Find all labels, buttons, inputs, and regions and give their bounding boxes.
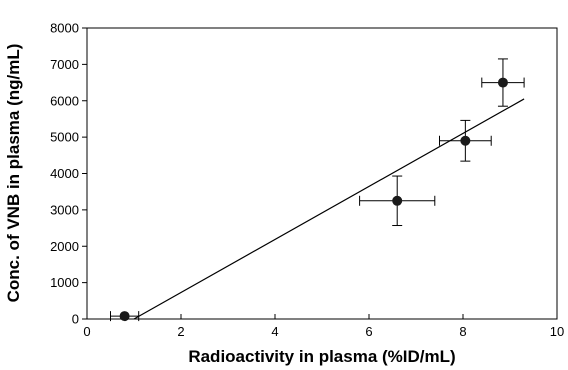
y-axis: 0 1000 2000 3000 4000 5000 6000 7000 8000 [50,21,87,327]
y-tick-label: 3000 [50,202,79,217]
data-point [110,311,140,322]
y-tick-label: 1000 [50,275,79,290]
plot-area-frame [86,27,558,320]
x-tick-label: 8 [459,324,466,339]
regression-line-group [133,98,525,320]
x-axis-title: Radioactivity in plasma (%ID/mL) [188,347,455,366]
point-marker [119,311,130,322]
y-tick-label: 4000 [50,166,79,181]
regression-line [133,98,525,320]
x-tick-label: 10 [550,324,564,339]
x-tick-label: 2 [177,324,184,339]
y-tick-label: 7000 [50,57,79,72]
point-marker [460,135,471,146]
data-point [439,119,492,162]
x-tick-label: 0 [83,324,90,339]
y-tick-label: 0 [72,312,79,327]
x-tick-label: 4 [271,324,278,339]
data-point [481,58,525,107]
x-tick-label: 6 [365,324,372,339]
y-tick-label: 8000 [50,21,79,36]
y-tick-label: 5000 [50,130,79,145]
y-tick-label: 2000 [50,239,79,254]
y-tick-label: 6000 [50,93,79,108]
point-marker [497,77,508,88]
point-marker [392,195,403,206]
y-axis-title: Conc. of VNB in plasma (ng/mL) [4,44,23,303]
x-axis: 0 2 4 6 8 10 [83,314,564,339]
data-points [110,58,525,322]
data-point [359,175,436,227]
